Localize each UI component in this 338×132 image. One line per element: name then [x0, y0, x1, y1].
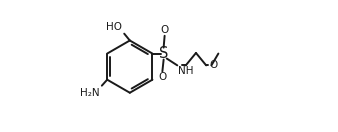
Text: NH: NH	[177, 66, 193, 76]
Text: O: O	[161, 25, 169, 35]
Text: HO: HO	[106, 22, 122, 32]
Text: O: O	[158, 72, 167, 82]
Text: S: S	[159, 46, 168, 61]
Text: H₂N: H₂N	[80, 88, 100, 98]
Text: O: O	[209, 60, 217, 70]
